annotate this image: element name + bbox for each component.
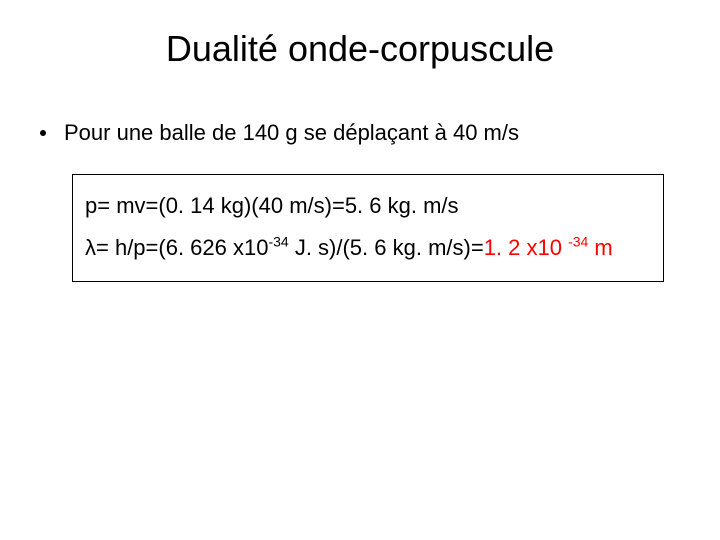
eq2-result-exp: -34 [568, 233, 588, 249]
bullet-text: Pour une balle de 140 g se déplaçant à 4… [64, 120, 519, 146]
equation-box: p= mv=(0. 14 kg)(40 m/s)=5. 6 kg. m/s λ=… [72, 174, 664, 282]
eq2-prefix: λ= h/p=(6. 626 x10 [85, 235, 268, 260]
slide-title: Dualité onde-corpuscule [0, 0, 720, 80]
equation-momentum: p= mv=(0. 14 kg)(40 m/s)=5. 6 kg. m/s [85, 185, 651, 227]
eq2-exp1: -34 [268, 233, 288, 249]
equation-wavelength: λ= h/p=(6. 626 x10-34 J. s)/(5. 6 kg. m/… [85, 227, 651, 269]
bullet-dot-icon [40, 130, 46, 136]
bullet-item: Pour une balle de 140 g se déplaçant à 4… [40, 120, 720, 146]
slide: Dualité onde-corpuscule Pour une balle d… [0, 0, 720, 540]
eq2-mid: J. s)/(5. 6 kg. m/s)= [289, 235, 484, 260]
eq2-result-a: 1. 2 x10 [484, 235, 568, 260]
eq2-result-b: m [588, 235, 612, 260]
